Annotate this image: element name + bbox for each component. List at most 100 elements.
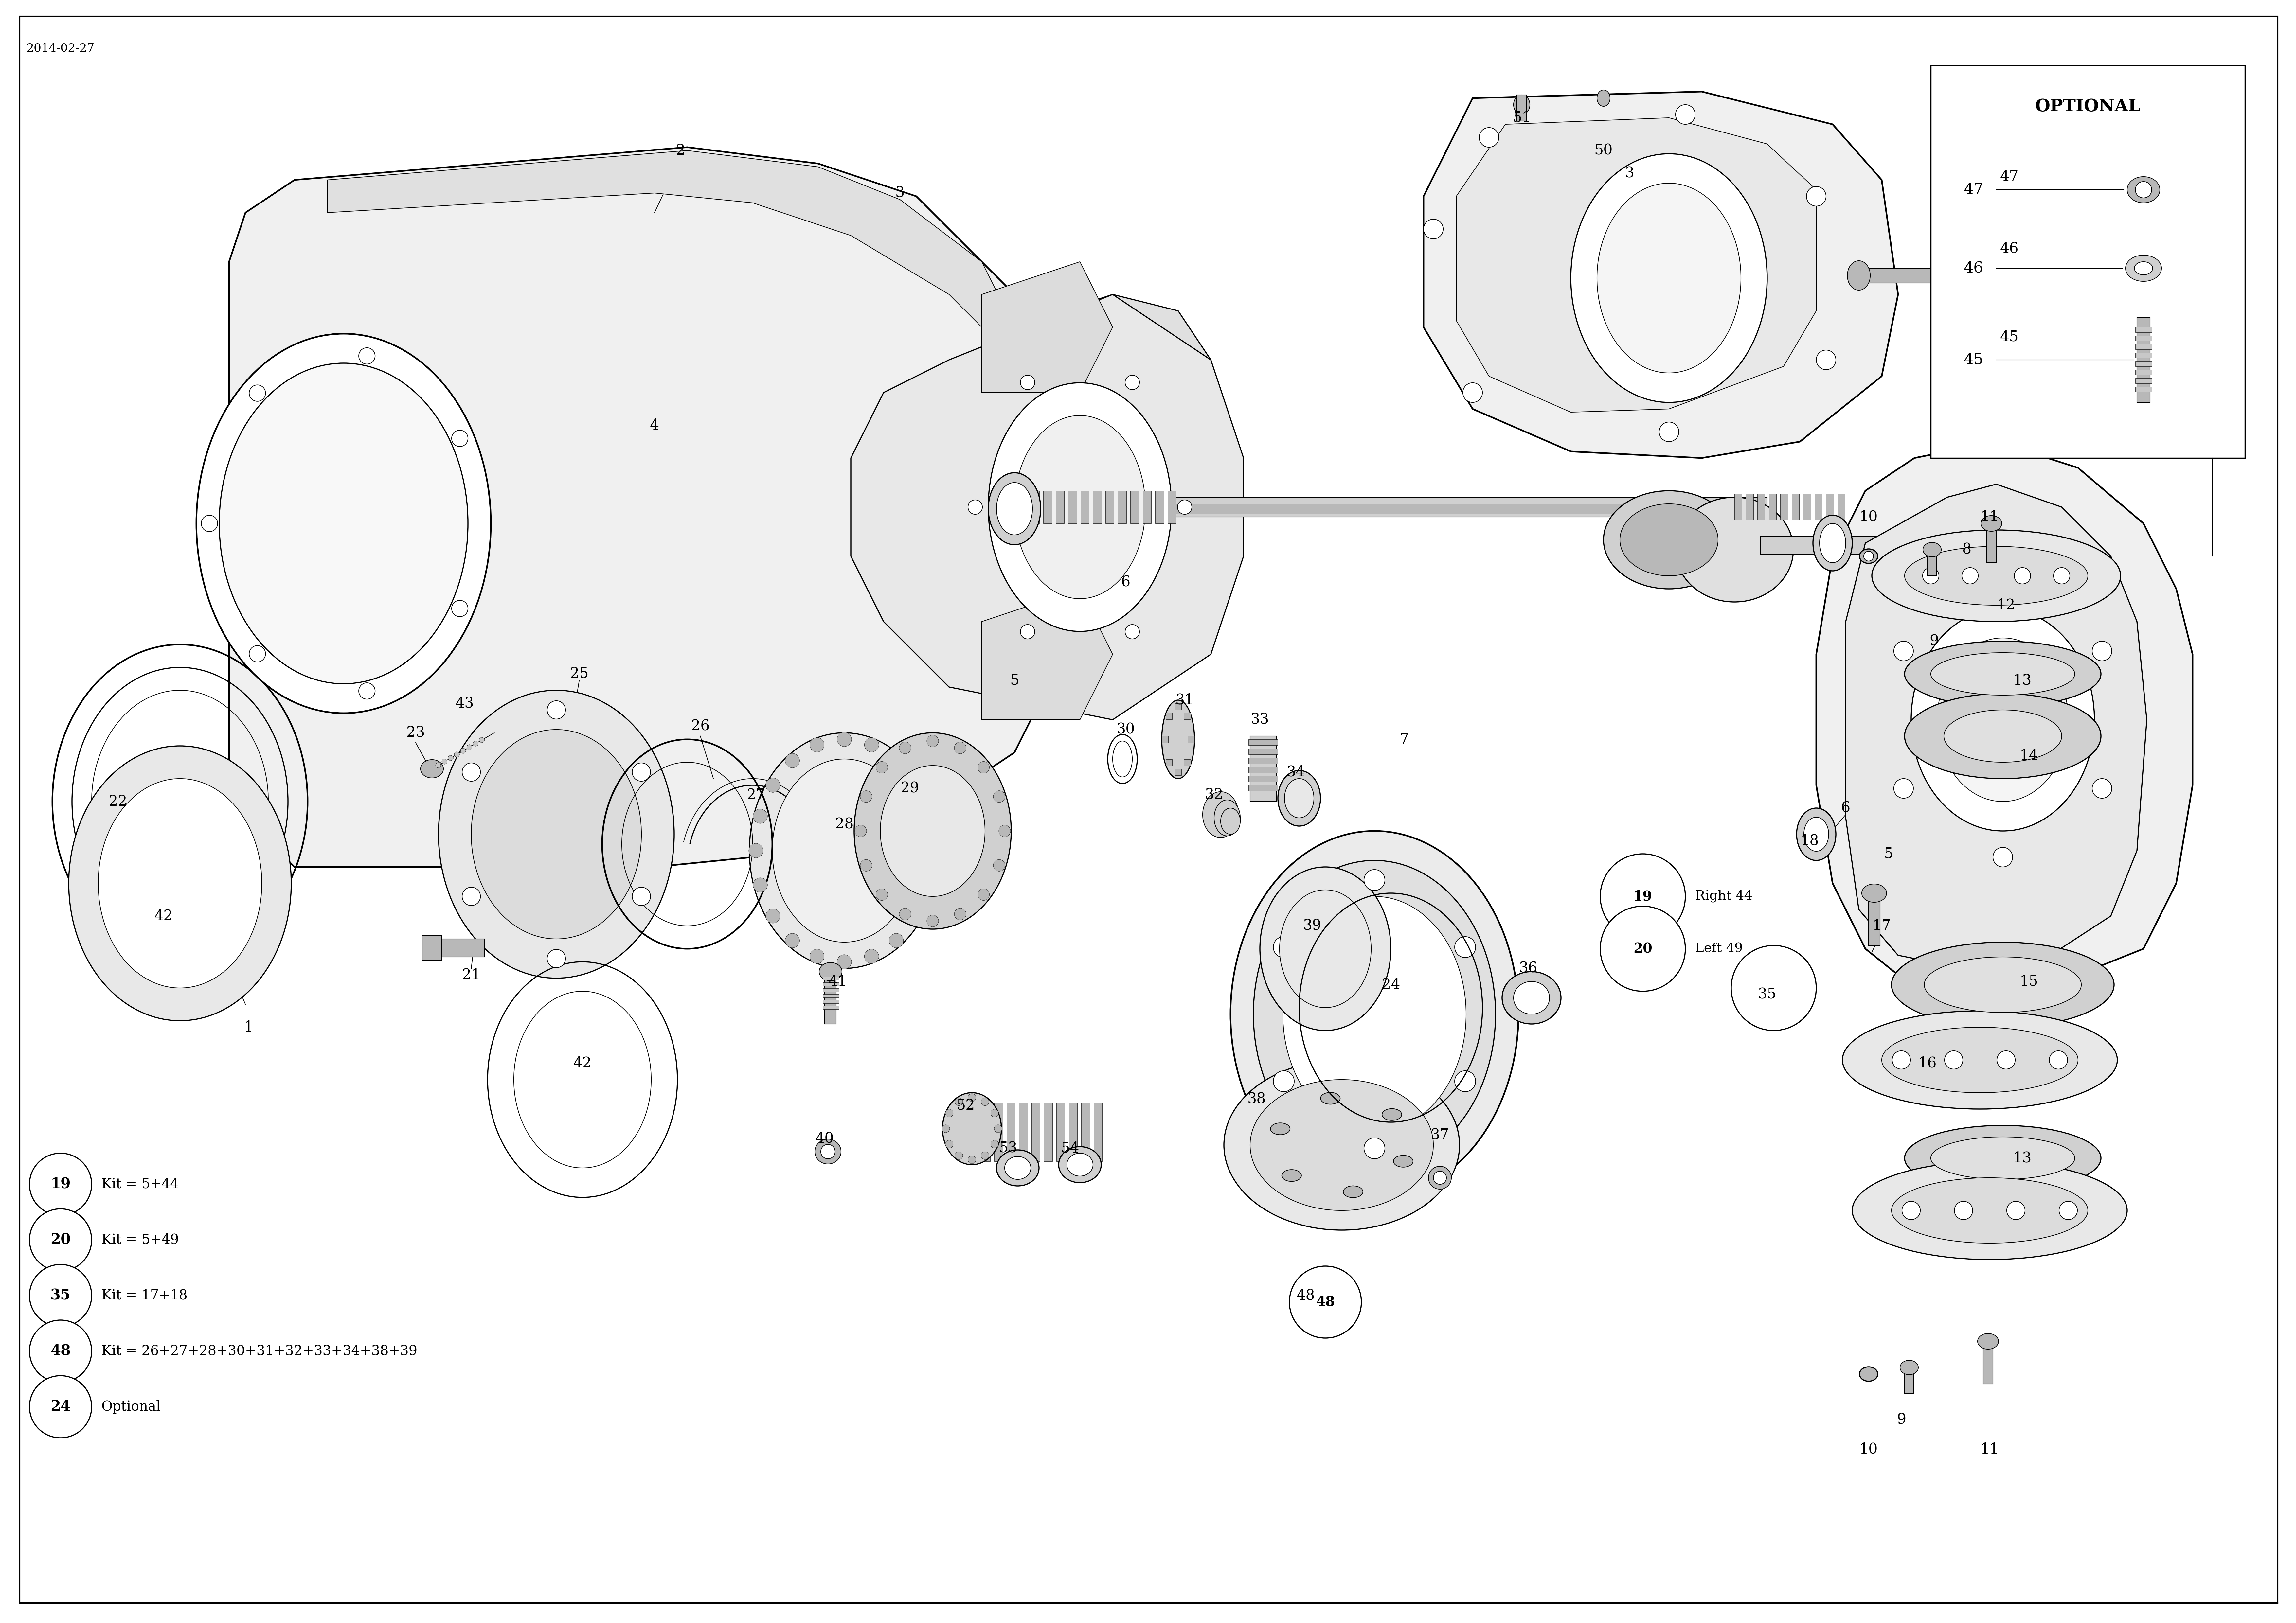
Circle shape [900, 909, 912, 920]
Circle shape [969, 1156, 976, 1164]
Circle shape [1816, 351, 1837, 370]
Circle shape [1364, 1138, 1384, 1159]
Ellipse shape [1249, 1079, 1433, 1211]
Polygon shape [983, 261, 1114, 393]
Text: 41: 41 [829, 974, 847, 988]
Circle shape [1954, 1201, 1972, 1219]
Bar [1779, 493, 1789, 519]
Ellipse shape [1860, 549, 1878, 563]
Polygon shape [1456, 118, 1816, 412]
Text: 50: 50 [1593, 143, 1612, 157]
Ellipse shape [218, 364, 468, 683]
Ellipse shape [1270, 1123, 1290, 1134]
Bar [1015, 503, 1768, 513]
Circle shape [2060, 1201, 2078, 1219]
Text: 28: 28 [836, 818, 854, 831]
Text: 47: 47 [2000, 169, 2018, 183]
Text: 23: 23 [406, 725, 425, 740]
Circle shape [946, 1141, 953, 1147]
Bar [1984, 1341, 1993, 1384]
Circle shape [875, 761, 889, 773]
Ellipse shape [1848, 261, 1871, 291]
Ellipse shape [820, 962, 843, 980]
Polygon shape [1015, 294, 1210, 605]
Bar [1185, 712, 1192, 719]
Circle shape [785, 753, 799, 768]
Bar [1931, 65, 2245, 458]
Circle shape [455, 751, 459, 756]
Bar [1093, 490, 1102, 524]
Ellipse shape [1320, 1092, 1341, 1104]
Bar [983, 1102, 990, 1162]
Text: 10: 10 [1860, 1443, 1878, 1456]
Ellipse shape [1215, 800, 1240, 836]
Bar [2135, 336, 2151, 341]
Circle shape [990, 1109, 999, 1117]
Ellipse shape [1428, 1167, 1451, 1190]
Bar [1056, 490, 1065, 524]
Circle shape [925, 844, 939, 859]
Bar [822, 982, 838, 985]
Circle shape [473, 742, 478, 747]
Bar [1187, 737, 1194, 743]
Bar [1166, 712, 1173, 719]
Circle shape [1600, 906, 1685, 992]
Text: OPTIONAL: OPTIONAL [2034, 97, 2140, 115]
Circle shape [441, 760, 448, 764]
Bar [2135, 352, 2151, 359]
Ellipse shape [941, 1092, 1001, 1165]
Bar [1104, 490, 1114, 524]
Ellipse shape [1924, 958, 2080, 1013]
Ellipse shape [1910, 609, 2094, 831]
Text: 46: 46 [2000, 242, 2018, 256]
Bar [1176, 703, 1182, 709]
Ellipse shape [1283, 896, 1467, 1131]
Bar [1869, 893, 1880, 946]
Polygon shape [852, 294, 1244, 719]
Ellipse shape [1162, 700, 1194, 779]
Bar [822, 977, 838, 980]
Ellipse shape [1814, 514, 1853, 571]
Text: 48: 48 [1297, 1289, 1316, 1303]
Ellipse shape [2126, 177, 2161, 203]
Bar [994, 1102, 1003, 1162]
Bar [822, 1006, 838, 1010]
Circle shape [909, 909, 923, 923]
Bar [1768, 493, 1777, 519]
Text: 43: 43 [455, 696, 473, 711]
Circle shape [1993, 573, 2014, 592]
Text: 20: 20 [51, 1233, 71, 1246]
Circle shape [889, 933, 902, 948]
Polygon shape [230, 148, 1047, 867]
Text: 5: 5 [1010, 674, 1019, 688]
Bar [1906, 1368, 1915, 1394]
Polygon shape [1424, 91, 1899, 458]
Circle shape [2092, 641, 2112, 661]
Text: Kit = 26+27+28+30+31+32+33+34+38+39: Kit = 26+27+28+30+31+32+33+34+38+39 [101, 1344, 418, 1358]
Ellipse shape [879, 766, 985, 896]
Circle shape [631, 888, 650, 906]
Circle shape [748, 844, 762, 859]
Ellipse shape [1006, 1157, 1031, 1180]
Ellipse shape [1343, 1186, 1364, 1198]
Text: 8: 8 [1963, 542, 1972, 557]
Circle shape [250, 385, 266, 401]
Bar [1185, 760, 1192, 766]
Text: 31: 31 [1176, 693, 1194, 708]
Text: 53: 53 [999, 1141, 1017, 1156]
Circle shape [30, 1264, 92, 1326]
Circle shape [1274, 936, 1295, 958]
Circle shape [546, 949, 565, 967]
Circle shape [810, 949, 824, 964]
Bar [1176, 769, 1182, 776]
Text: Optional: Optional [101, 1401, 161, 1414]
Text: 47: 47 [1963, 182, 1984, 196]
Text: 54: 54 [1061, 1141, 1079, 1156]
Bar [1249, 766, 1279, 773]
Text: 45: 45 [1963, 352, 1984, 367]
Ellipse shape [99, 779, 262, 988]
Ellipse shape [1261, 867, 1391, 1031]
Circle shape [863, 737, 879, 751]
Circle shape [1290, 1266, 1362, 1337]
Text: 26: 26 [691, 719, 709, 734]
